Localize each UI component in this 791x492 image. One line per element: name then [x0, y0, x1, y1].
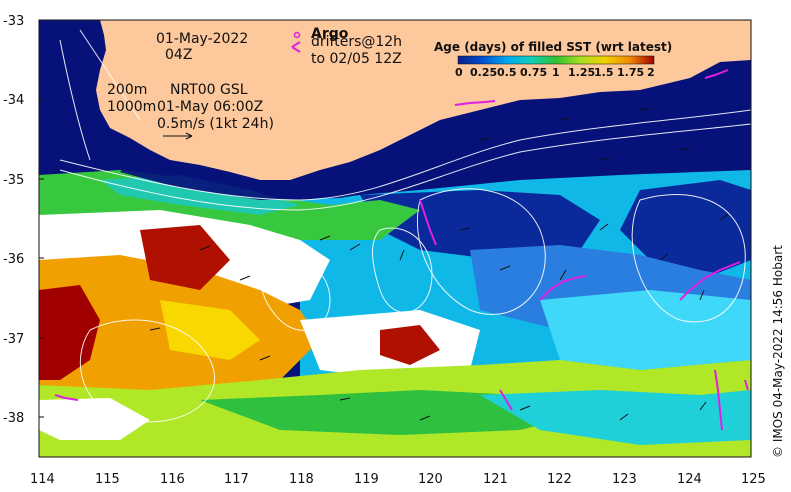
velocity-scale-label: 0.5m/s (1kt 24h): [157, 116, 274, 132]
drifters-label: drifters@12h: [311, 34, 402, 50]
colorbar-tick-label: 1.75: [617, 66, 644, 79]
drifter-track-1: [419, 199, 437, 246]
colorbar-tick-label: 1: [552, 66, 560, 79]
lat-tick-label: -33: [3, 14, 24, 29]
sst-age-white-south: [39, 398, 150, 440]
lon-tick-label: 119: [354, 472, 379, 487]
colorbar-tick-label: 1.5: [594, 66, 614, 79]
lat-tick-label: -34: [3, 93, 24, 108]
lon-tick-label: 118: [289, 472, 314, 487]
plot-area: [39, 20, 751, 457]
sst-age-cyan-south: [480, 390, 751, 445]
colorbar-tick-label: 0: [455, 66, 463, 79]
lon-tick-label: 124: [677, 472, 702, 487]
lon-tick-label: 114: [30, 472, 55, 487]
sst-age-darkred-patch-2: [140, 225, 230, 290]
credit-label: © IMOS 04-May-2022 14:56 Hobart: [771, 245, 785, 458]
valid-time-label: 01-May 06:00Z: [157, 99, 263, 115]
sst-age-teal-band: [100, 175, 300, 215]
lon-tick-label: 125: [741, 472, 766, 487]
lon-axis: 114 115 116 117 118 119 120 121 122 123 …: [30, 472, 766, 487]
sst-age-light-cyan: [540, 290, 751, 370]
lat-tick-label: -36: [3, 252, 24, 267]
lon-tick-label: 120: [418, 472, 443, 487]
colorbar-tick-label: 0.5: [497, 66, 517, 79]
argo-label: Argo: [311, 26, 349, 42]
contour-lines: [59, 29, 751, 423]
colorbar-tick-label: 0.75: [520, 66, 547, 79]
lat-tick-label: -38: [3, 411, 24, 426]
argo-marker-icon: [293, 31, 301, 39]
shelf-navy-strip: [120, 70, 751, 200]
drifter-tracks: [54, 69, 749, 431]
drifter-track-2: [539, 275, 586, 301]
lat-tick-label: -35: [3, 173, 24, 188]
lon-tick-label: 123: [612, 472, 637, 487]
source-label: NRT00 GSL: [170, 82, 248, 98]
drifter-arrow-icon: [291, 41, 301, 53]
sst-age-yellow-patch: [160, 300, 260, 360]
drifters-period-label: to 02/05 12Z: [311, 51, 402, 67]
colorbar-tick-label: 1.25: [568, 66, 595, 79]
lat-axis: -33 -34 -35 -36 -37 -38: [3, 14, 44, 426]
lon-tick-label: 116: [160, 472, 185, 487]
depth-label-1000m: 1000m: [107, 99, 156, 115]
colorbar-tick-label: 2: [647, 66, 655, 79]
lon-tick-label: 121: [483, 472, 508, 487]
velocity-scale-arrow: [163, 132, 193, 140]
lat-tick-label: -37: [3, 332, 24, 347]
drifter-track-4: [499, 389, 513, 411]
plot-frame: [38, 19, 752, 458]
sst-age-darkred-patch: [39, 285, 100, 380]
lon-tick-label: 122: [547, 472, 572, 487]
drifter-track-3: [679, 261, 741, 301]
lon-tick-label: 117: [224, 472, 249, 487]
colorbar-ticks: 0 0.25 0.5 0.75 1 1.25 1.5 1.75 2: [455, 66, 655, 79]
sst-age-darkred-patch-3: [380, 325, 440, 365]
drifter-track-8: [54, 394, 79, 401]
current-vectors: [149, 107, 729, 421]
drifter-track-6: [454, 100, 496, 106]
depth-label-200m: 200m: [107, 82, 147, 98]
colorbar: [457, 55, 655, 65]
colorbar-tick-label: 0.25: [470, 66, 497, 79]
drifter-track-9: [744, 379, 749, 391]
lon-tick-label: 115: [95, 472, 120, 487]
time-label: 04Z: [165, 47, 192, 63]
colorbar-title: Age (days) of filled SST (wrt latest): [434, 40, 672, 54]
drifter-track-5: [714, 369, 723, 431]
drifter-track-7: [704, 69, 729, 79]
date-label: 01-May-2022: [156, 31, 248, 47]
